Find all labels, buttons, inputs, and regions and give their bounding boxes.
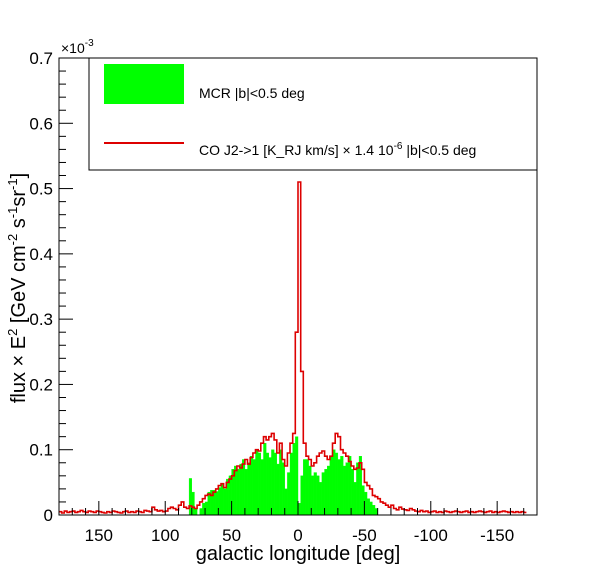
mcr-bar bbox=[255, 449, 259, 516]
y-tick-label: 0 bbox=[44, 506, 53, 525]
mcr-bar bbox=[287, 472, 291, 516]
y-tick-label: 0.1 bbox=[29, 441, 53, 460]
mcr-histogram bbox=[188, 436, 378, 516]
y-tick-label: 0.2 bbox=[29, 375, 53, 394]
mcr-bar bbox=[273, 452, 277, 516]
legend-swatch-mcr bbox=[104, 64, 184, 104]
mcr-bar bbox=[252, 459, 256, 516]
x-tick-label: 50 bbox=[222, 526, 241, 545]
mcr-bar bbox=[345, 462, 349, 516]
mcr-bar bbox=[334, 452, 339, 516]
mcr-bar bbox=[313, 472, 317, 516]
mcr-bar bbox=[329, 456, 333, 516]
mcr-bar bbox=[199, 508, 203, 516]
mcr-bar bbox=[281, 462, 285, 516]
mcr-bar bbox=[337, 459, 341, 516]
mcr-bar bbox=[327, 465, 331, 516]
y-tick-label: 0.5 bbox=[29, 180, 53, 199]
mcr-bar bbox=[353, 482, 357, 516]
mcr-bar bbox=[257, 452, 262, 516]
co-histogram bbox=[59, 181, 527, 514]
legend-label-mcr: MCR |b|<0.5 deg bbox=[199, 85, 305, 101]
mcr-bar bbox=[319, 482, 323, 516]
x-tick-label: 100 bbox=[151, 526, 179, 545]
mcr-bar bbox=[247, 462, 251, 516]
x-tick-label: 0 bbox=[293, 526, 302, 545]
mcr-bar bbox=[289, 452, 293, 516]
mcr-bar bbox=[263, 442, 267, 516]
mcr-bar bbox=[268, 457, 272, 516]
mcr-bar bbox=[271, 449, 275, 516]
mcr-bar bbox=[332, 449, 336, 516]
x-tick-label: -50 bbox=[352, 526, 377, 545]
legend-label-co: CO J2->1 [K_RJ km/s] × 1.4 10-6 |b|<0.5 … bbox=[199, 141, 476, 158]
mcr-bar bbox=[223, 488, 227, 516]
mcr-bar bbox=[308, 465, 312, 516]
mcr-bar bbox=[356, 462, 360, 516]
mcr-bar bbox=[292, 442, 296, 516]
mcr-bar bbox=[316, 475, 320, 516]
x-tick-label: -100 bbox=[414, 526, 448, 545]
ticks: 150 100 50 0 -50 -100 -150 0 0.1 0.2 0.3 0.4 0.5 0.6 0… bbox=[29, 38, 525, 545]
mcr-bar bbox=[300, 475, 304, 516]
mcr-bar bbox=[236, 469, 240, 516]
mcr-bar bbox=[265, 452, 269, 516]
mcr-bar bbox=[366, 498, 370, 516]
mcr-bar bbox=[276, 463, 280, 516]
x-tick-label: 150 bbox=[85, 526, 113, 545]
y-multiplier: ×10-3 bbox=[61, 38, 94, 56]
mcr-bar bbox=[340, 456, 344, 516]
mcr-bar bbox=[194, 508, 198, 516]
y-tick-label: 0.3 bbox=[29, 310, 53, 329]
y-tick-label: 0.4 bbox=[29, 245, 53, 264]
x-tick-label: -150 bbox=[480, 526, 514, 545]
mcr-bar bbox=[220, 484, 224, 516]
y-tick-label: 0.7 bbox=[29, 49, 53, 68]
mcr-bar bbox=[342, 465, 346, 516]
y-tick-label: 0.6 bbox=[29, 114, 53, 133]
mcr-bar bbox=[303, 459, 307, 516]
mcr-bar bbox=[369, 501, 373, 516]
y-axis-title: flux × E2 [GeV cm-2 s-1sr-1] bbox=[5, 173, 30, 403]
mcr-bar bbox=[260, 459, 264, 516]
mcr-bar bbox=[305, 459, 309, 516]
co-step-line bbox=[59, 181, 527, 514]
legend: MCR |b|<0.5 deg CO J2->1 [K_RJ km/s] × 1.… bbox=[88, 57, 538, 171]
mcr-bar bbox=[249, 456, 254, 516]
x-axis-title: galactic longitude [deg] bbox=[196, 543, 401, 565]
mcr-bar bbox=[239, 463, 243, 516]
mcr-bar bbox=[372, 505, 376, 516]
